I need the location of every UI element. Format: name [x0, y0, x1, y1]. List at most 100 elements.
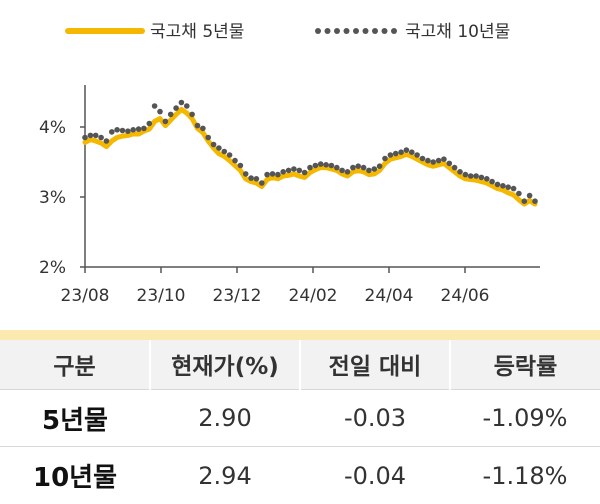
- yield-chart: 국고채 5년물 국고채 10년물 2% 3% 4% 23/08 23/10 23/12 24…: [39, 22, 540, 306]
- header-change: 전일 대비: [300, 340, 451, 390]
- series-point-10y: [387, 152, 394, 158]
- series-point-10y: [221, 148, 228, 155]
- legend-dot: [324, 28, 331, 34]
- series-point-10y: [457, 169, 463, 175]
- series-point-10y: [82, 134, 88, 141]
- series-point-10y: [360, 164, 367, 171]
- series-point-10y: [103, 138, 110, 144]
- series-point-10y: [435, 157, 442, 164]
- series-point-10y: [248, 175, 254, 181]
- row-name: 5년물: [0, 388, 150, 447]
- row-rate: -1.18%: [450, 446, 600, 504]
- series-point-10y: [312, 162, 319, 169]
- series-point-10y: [419, 155, 426, 162]
- series-line-5y: [82, 107, 538, 207]
- series-point-10y: [382, 155, 388, 162]
- series-point-10y: [259, 180, 265, 186]
- series-point-10y: [157, 108, 163, 115]
- series-point-10y: [376, 163, 383, 169]
- row-rate: -1.09%: [450, 388, 600, 447]
- series-point-10y: [350, 164, 356, 171]
- legend-dot: [315, 28, 321, 34]
- series-point-10y: [441, 156, 447, 162]
- y-tick-label: 4%: [39, 118, 66, 138]
- series-point-10y: [205, 134, 211, 141]
- series-point-10y: [194, 122, 201, 129]
- series-point-10y: [398, 149, 404, 155]
- series-point-10y: [467, 173, 474, 179]
- series-point-10y: [532, 198, 538, 204]
- legend: 국고채 5년물 국고채 10년물: [65, 22, 510, 42]
- series-point-10y: [328, 162, 335, 169]
- series-point-10y: [323, 162, 329, 168]
- x-tick-label: 24/04: [365, 286, 414, 306]
- series-point-10y: [114, 127, 120, 133]
- series-point-10y: [237, 162, 244, 169]
- series-point-10y: [167, 111, 174, 118]
- series-point-10y: [275, 171, 281, 178]
- series-point-10y: [409, 149, 415, 155]
- series-point-10y: [473, 173, 479, 179]
- legend-dot: [353, 28, 359, 34]
- series-point-10y: [392, 150, 399, 157]
- series-point-10y: [430, 159, 437, 165]
- series-point-10y: [500, 183, 506, 189]
- legend-label-5y: 국고채 5년물: [150, 22, 244, 42]
- series-point-10y: [414, 152, 420, 158]
- x-tick-label: 24/02: [289, 286, 338, 306]
- series-point-10y: [109, 129, 115, 135]
- legend-swatch-10y: [315, 28, 397, 34]
- series-point-10y: [146, 120, 153, 127]
- series-point-10y: [317, 161, 324, 167]
- series-point-10y: [87, 132, 94, 139]
- series-point-10y: [296, 167, 303, 174]
- x-tick-label: 23/12: [213, 286, 262, 306]
- series-point-10y: [403, 147, 410, 153]
- legend-dot: [391, 28, 397, 34]
- series-point-10y: [371, 166, 378, 172]
- x-tick-label: 23/10: [137, 286, 186, 306]
- series-point-10y: [355, 163, 362, 169]
- y-tick-label: 2%: [39, 258, 66, 278]
- table-row: 5년물 2.90 -0.03 -1.09%: [0, 388, 600, 447]
- series-point-10y: [285, 167, 292, 174]
- series-point-10y: [334, 164, 340, 171]
- series-point-10y: [226, 152, 233, 158]
- series-point-10y: [269, 171, 276, 177]
- series-point-10y: [494, 181, 501, 188]
- series-point-10y: [526, 192, 533, 199]
- series-point-10y: [253, 176, 260, 182]
- row-change: -0.03: [300, 388, 450, 447]
- legend-dot: [372, 28, 378, 34]
- series-point-10y: [98, 134, 104, 141]
- series-point-10y: [446, 160, 453, 167]
- header-category: 구분: [0, 340, 151, 390]
- header-current: 현재가(%): [150, 340, 301, 390]
- x-tick-label: 23/08: [61, 286, 110, 306]
- series-point-10y: [178, 99, 185, 106]
- series-point-10y: [505, 184, 512, 190]
- table-row: 10년물 2.94 -0.04 -1.18%: [0, 446, 600, 504]
- row-current: 2.94: [150, 446, 300, 504]
- series-point-10y: [119, 127, 126, 134]
- series-point-10y: [232, 157, 238, 164]
- series-point-10y: [280, 169, 287, 175]
- series-point-10y: [489, 178, 495, 185]
- row-current: 2.90: [150, 388, 300, 447]
- series-point-10y: [141, 125, 147, 132]
- series-point-10y: [184, 103, 190, 109]
- series-point-10y: [484, 176, 490, 182]
- series-point-10y: [344, 169, 351, 175]
- series-point-10y: [291, 166, 297, 172]
- series-point-10y: [366, 167, 372, 174]
- series-point-10y: [189, 111, 195, 118]
- series-point-10y: [210, 141, 217, 148]
- legend-label-10y: 국고채 10년물: [405, 22, 510, 42]
- series-point-10y: [478, 174, 485, 181]
- y-tick-label: 3%: [39, 188, 66, 208]
- legend-dot: [362, 28, 369, 34]
- series-point-10y: [451, 164, 458, 171]
- table-top-rule: [0, 330, 600, 341]
- table-header-row: 구분 현재가(%) 전일 대비 등락률: [0, 340, 600, 390]
- series-point-10y: [301, 169, 308, 176]
